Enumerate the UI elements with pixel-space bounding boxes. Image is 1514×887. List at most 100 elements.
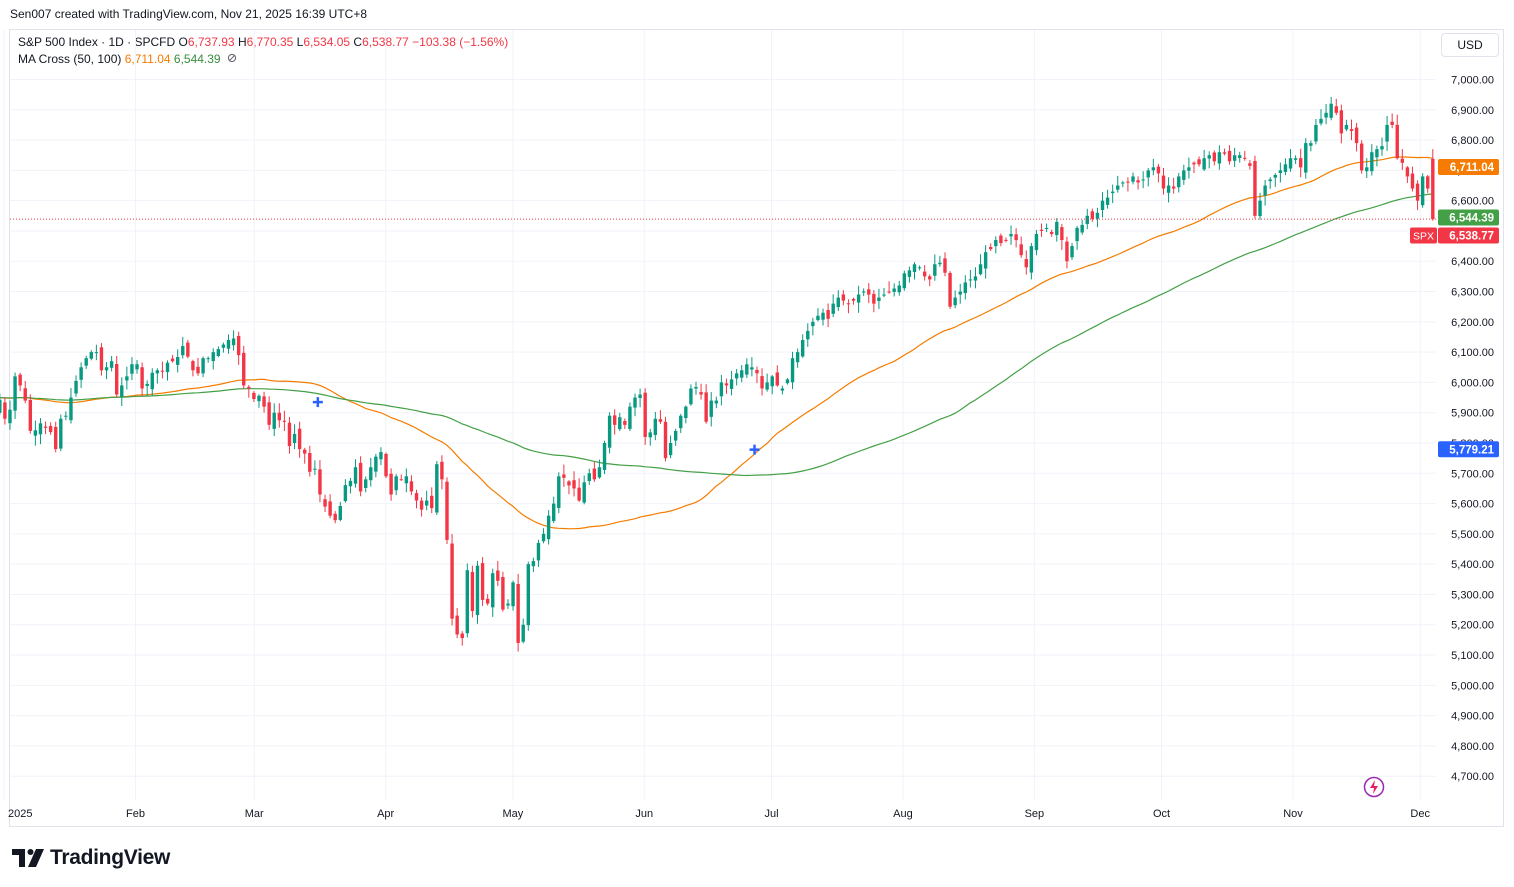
candle-body [689,388,693,405]
candle [1227,145,1232,165]
change-value: −103.38 (−1.56%) [412,35,509,49]
price-label: 6,711.04 [1438,159,1499,176]
candle-body [562,474,566,478]
candle [892,283,896,297]
candle [856,285,861,313]
candle-body [1065,241,1069,262]
candle [765,373,769,392]
candle [1146,167,1150,187]
candle [811,317,815,336]
candle-body [1192,162,1196,165]
candle-body [104,367,109,371]
low-label: L [296,35,304,49]
candle-body [353,467,358,484]
indicator-name[interactable]: MA Cross (50, 100) [18,52,122,66]
candle [755,366,759,384]
candle [1009,225,1013,245]
candle-body [292,433,297,443]
candle-body [1400,158,1405,163]
candle [414,489,419,509]
candle-body [186,342,190,357]
candle-body [1349,129,1354,131]
candle [1426,175,1430,193]
candle-body [633,397,637,408]
candle-body [196,366,200,374]
candle [369,457,373,487]
candle-body [435,464,439,513]
candle [943,252,947,277]
candle [1065,236,1069,269]
candle-body [491,573,495,608]
candle [1365,158,1369,178]
low-value: 6,534.05 [303,35,351,49]
tradingview-logo-text: TradingView [50,846,171,869]
candle [597,459,602,479]
candle-body [1380,146,1384,150]
candle-body [1121,182,1125,184]
candle [1166,177,1171,203]
candle [1380,137,1384,156]
time-axis[interactable]: 2025 Feb Mar Apr May Jun Jul Aug Sep Oct Nov Dec [8,808,1430,820]
candle [729,370,734,396]
tradingview-logo-icon [12,849,44,867]
candle [689,384,693,406]
candle-body [892,288,896,292]
candle [130,357,134,380]
cross-markers [312,397,760,455]
candle [1105,189,1110,209]
candle [1339,104,1344,144]
currency-button[interactable]: USD [1441,33,1499,57]
candle-body [612,415,617,425]
lightning-icon[interactable] [1363,776,1385,798]
price-tick-label: 5,200.00 [1451,620,1494,632]
candle [1100,192,1105,218]
candle [99,343,104,376]
candle-body [109,361,114,368]
candle-body [89,352,93,359]
candle-body [694,386,698,389]
candle [170,354,175,363]
price-tick-label: 4,800.00 [1451,741,1494,753]
price-axis[interactable]: 4,700.00 4,800.00 4,900.00 5,000.00 5,100.00… [1451,75,1494,784]
candle [404,468,409,493]
candle-body [770,376,774,387]
candle [582,475,586,505]
candle [536,539,541,567]
price-tick-label: 6,900.00 [1451,105,1494,117]
candle [23,380,27,404]
candle-body [1212,152,1217,162]
candle-body [938,262,942,265]
candle-body [125,376,129,381]
candle-body [419,500,424,510]
candle [1217,145,1222,170]
candle [785,378,790,385]
candle-body [1019,244,1023,256]
candle-body [23,388,27,401]
tradingview-logo[interactable]: TradingView [12,846,170,870]
candle-body [236,335,241,356]
candle-body [668,442,673,456]
candle [1293,155,1298,165]
candle-body [465,570,470,634]
candle-body [33,430,38,436]
candle [526,561,530,631]
candle-body [333,513,337,521]
candle-body [1268,179,1272,182]
candle-body [1263,185,1267,196]
candle-body [181,346,185,356]
time-tick-label: Dec [1410,808,1430,820]
candle-body [704,392,708,422]
candle [54,421,58,453]
candle [155,368,160,384]
candle-body [343,485,348,502]
candle-body [1182,170,1186,180]
candle-body [1304,143,1308,173]
candle-body [1288,158,1293,169]
candle-body [801,340,805,357]
eye-off-icon[interactable] [227,52,237,66]
candle [958,283,962,304]
candle-body [826,310,830,319]
candle-body [867,289,871,295]
ma-cross-marker [749,444,760,455]
